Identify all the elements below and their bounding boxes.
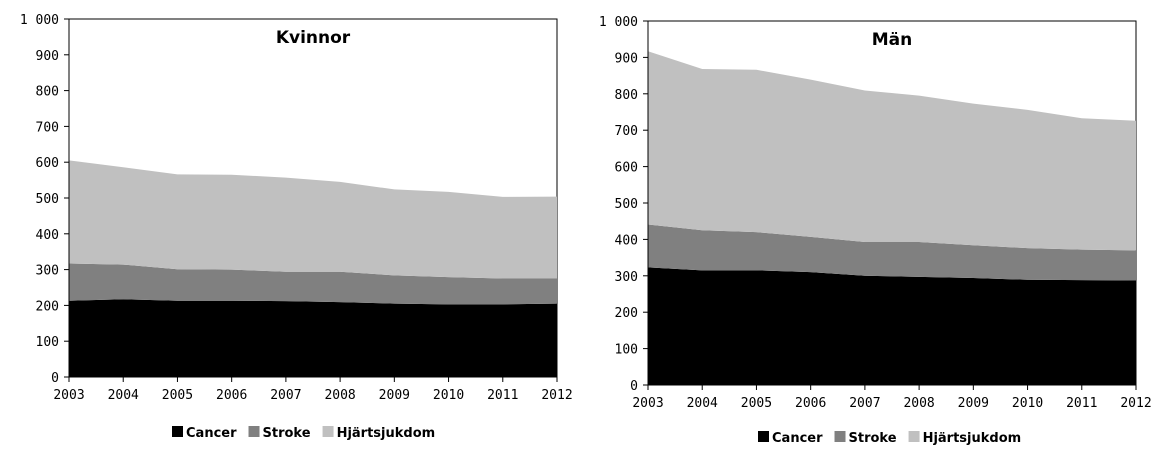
y-tick-label: 100 — [615, 343, 638, 358]
x-tick-label: 2006 — [216, 388, 247, 403]
y-tick-label: 400 — [615, 233, 638, 248]
y-tick-label: 300 — [36, 264, 59, 279]
legend-item: Hjärtsjukdom — [908, 431, 1022, 446]
legend-swatch — [908, 431, 920, 442]
area-stroke — [648, 224, 1136, 281]
x-tick-label: 2006 — [795, 396, 826, 411]
x-tick-label: 2008 — [903, 396, 934, 411]
legend-label: Stroke — [849, 431, 897, 446]
y-tick-label: 0 — [51, 371, 59, 386]
x-tick-label: 2005 — [162, 388, 193, 403]
legend-label: Stroke — [263, 426, 311, 441]
chart-1: 0 100 200 300 400 500 600 700 800 900 1 000 2003 200… — [20, 13, 573, 441]
legend-swatch — [322, 426, 334, 437]
x-tick-label: 2004 — [108, 388, 139, 403]
x-tick-label: 2003 — [632, 396, 663, 411]
legend-label: Cancer — [186, 426, 237, 441]
y-tick-label: 900 — [36, 49, 59, 64]
chart-title: Män — [872, 30, 913, 50]
x-tick-label: 2012 — [541, 388, 572, 403]
x-tick-label: 2005 — [741, 396, 772, 411]
x-tick-label: 2010 — [1012, 396, 1043, 411]
legend-swatch — [248, 426, 260, 437]
legend-item: Cancer — [172, 426, 237, 441]
x-tick-label: 2009 — [958, 396, 989, 411]
y-tick-label: 200 — [36, 299, 59, 314]
legend-item: Hjärtsjukdom — [322, 426, 436, 441]
legend-item: Stroke — [248, 426, 311, 441]
y-tick-label: 1 000 — [599, 15, 638, 30]
area-hjärtsjukdom — [648, 51, 1136, 251]
x-tick-label: 2004 — [687, 396, 718, 411]
area-cancer — [69, 299, 557, 377]
x-tick-label: 2012 — [1120, 396, 1151, 411]
legend-item: Cancer — [758, 431, 823, 446]
x-tick-label: 2011 — [487, 388, 518, 403]
x-tick-label: 2007 — [270, 388, 301, 403]
legend-label: Hjärtsjukdom — [337, 426, 436, 441]
y-tick-label: 700 — [36, 120, 59, 135]
y-tick-label: 300 — [615, 270, 638, 285]
x-tick-label: 2009 — [379, 388, 410, 403]
legend: Cancer Stroke Hjärtsjukdom — [172, 426, 435, 441]
legend-item: Stroke — [834, 431, 897, 446]
y-tick-label: 100 — [36, 335, 59, 350]
area-cancer — [648, 267, 1136, 385]
chart-2: 0 100 200 300 400 500 600 700 800 900 1 000 2003 200… — [599, 15, 1152, 446]
legend-swatch — [758, 431, 769, 442]
y-tick-label: 900 — [615, 51, 638, 66]
y-tick-label: 200 — [615, 306, 638, 321]
legend: Cancer Stroke Hjärtsjukdom — [758, 431, 1021, 446]
y-tick-label: 400 — [36, 228, 59, 243]
x-tick-label: 2003 — [53, 388, 84, 403]
legend-label: Cancer — [772, 431, 823, 446]
x-tick-label: 2007 — [849, 396, 880, 411]
legend-swatch — [834, 431, 846, 442]
x-tick-label: 2010 — [433, 388, 464, 403]
y-tick-label: 800 — [615, 88, 638, 103]
y-tick-label: 800 — [36, 85, 59, 100]
area-stroke — [69, 263, 557, 305]
chart-title: Kvinnor — [276, 28, 351, 48]
x-tick-label: 2008 — [324, 388, 355, 403]
y-tick-label: 700 — [615, 124, 638, 139]
y-tick-label: 500 — [36, 192, 59, 207]
y-tick-label: 1 000 — [20, 13, 59, 28]
area-hjärtsjukdom — [69, 160, 557, 279]
y-tick-label: 0 — [630, 379, 638, 394]
y-tick-label: 600 — [36, 156, 59, 171]
y-tick-label: 600 — [615, 161, 638, 176]
x-tick-label: 2011 — [1066, 396, 1097, 411]
y-tick-label: 500 — [615, 197, 638, 212]
legend-label: Hjärtsjukdom — [923, 431, 1022, 446]
legend-swatch — [172, 426, 183, 437]
